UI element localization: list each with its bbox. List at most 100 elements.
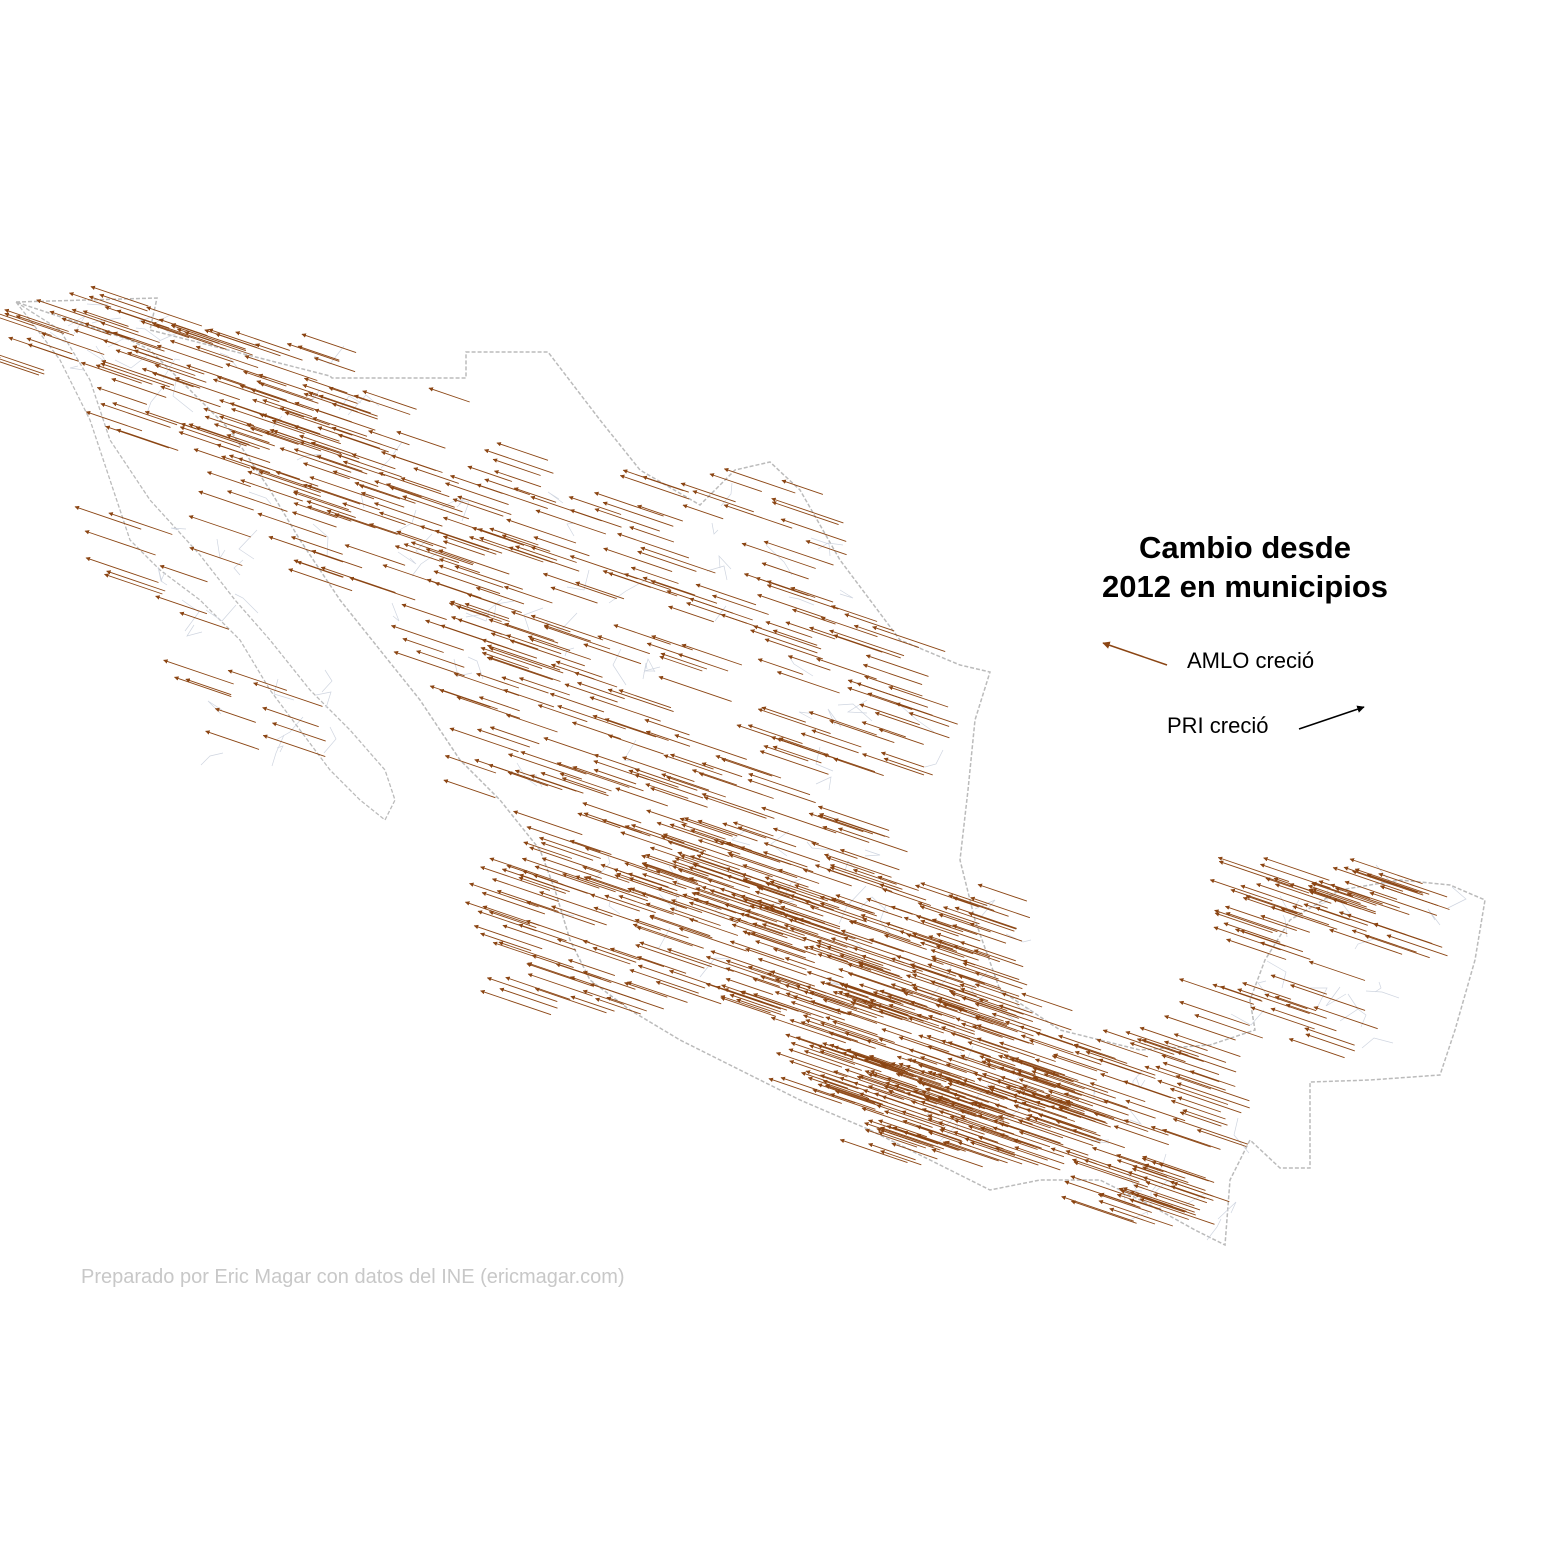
- municipal-arrow: [938, 1110, 994, 1130]
- municipal-arrow: [293, 491, 352, 513]
- municipal-arrow: [895, 702, 958, 725]
- municipal-arrow: [911, 969, 962, 988]
- municipal-arrow: [689, 918, 739, 936]
- municipal-arrow: [840, 929, 904, 953]
- municipal-arrow: [695, 887, 755, 909]
- municipal-boundary: [393, 509, 417, 534]
- municipal-arrow: [958, 974, 1020, 997]
- municipal-arrow: [169, 339, 234, 363]
- municipal-boundary: [924, 749, 944, 768]
- municipal-arrow: [577, 812, 621, 829]
- municipal-arrow: [1021, 992, 1073, 1012]
- municipal-arrow: [867, 1073, 924, 1094]
- municipal-arrow: [429, 685, 498, 710]
- municipal-arrow: [291, 511, 337, 528]
- municipal-boundary: [312, 523, 329, 558]
- municipal-arrow: [438, 558, 480, 574]
- municipal-arrow: [374, 480, 422, 498]
- municipal-arrow: [939, 1128, 999, 1150]
- municipal-arrow: [96, 386, 148, 405]
- municipal-arrow: [630, 823, 685, 844]
- municipal-boundary: [806, 841, 833, 851]
- municipal-boundary: [162, 358, 181, 380]
- municipal-arrow: [940, 1026, 1010, 1051]
- municipal-arrow: [1018, 1119, 1094, 1147]
- municipal-arrow: [1308, 960, 1366, 981]
- municipal-arrow: [1125, 1030, 1199, 1058]
- municipal-arrow: [1226, 938, 1287, 960]
- municipal-arrow: [701, 792, 775, 819]
- municipal-arrow: [872, 991, 943, 1016]
- municipal-arrow: [1214, 912, 1273, 934]
- municipal-arrow: [750, 629, 818, 654]
- municipal-arrow: [805, 539, 847, 556]
- municipal-arrow: [1141, 1038, 1189, 1056]
- municipal-arrow: [529, 637, 591, 660]
- municipal-arrow: [825, 1016, 878, 1036]
- municipal-arrow: [1058, 1034, 1102, 1051]
- municipal-arrow: [715, 754, 782, 779]
- municipal-boundary: [200, 752, 224, 766]
- municipal-arrow: [828, 1031, 876, 1049]
- municipal-arrow: [851, 998, 908, 1019]
- municipal-arrow: [789, 1060, 855, 1084]
- municipal-arrow: [1273, 877, 1332, 899]
- municipal-arrow: [757, 708, 831, 735]
- municipal-arrow: [82, 310, 129, 327]
- municipal-arrow: [1157, 1079, 1229, 1105]
- municipal-arrow: [576, 681, 625, 700]
- municipal-arrow: [499, 987, 558, 1009]
- municipal-arrow: [950, 1032, 1009, 1053]
- municipal-arrow: [634, 768, 698, 791]
- municipal-arrow: [583, 876, 630, 893]
- municipal-arrow: [1136, 1038, 1204, 1063]
- municipal-arrow: [360, 491, 405, 508]
- municipal-arrow: [1000, 1075, 1045, 1092]
- municipal-arrow: [111, 377, 167, 398]
- municipal-arrow: [523, 841, 573, 859]
- municipal-arrow: [185, 678, 232, 696]
- municipal-arrow: [242, 370, 287, 387]
- municipal-arrow: [4, 312, 65, 334]
- municipal-arrow: [649, 915, 713, 939]
- municipal-arrow: [826, 954, 872, 971]
- municipal-arrow: [952, 896, 1009, 917]
- municipal-arrow: [262, 706, 319, 728]
- municipal-arrow: [443, 779, 496, 799]
- municipal-arrow: [763, 744, 809, 762]
- municipal-arrow: [995, 1147, 1061, 1171]
- municipal-arrow: [848, 920, 922, 947]
- municipal-arrow: [924, 1087, 986, 1110]
- municipal-arrow: [226, 490, 288, 512]
- municipal-arrow: [1214, 909, 1278, 933]
- municipal-arrow: [911, 1059, 976, 1082]
- municipal-arrow: [636, 926, 693, 947]
- municipal-boundary: [815, 776, 832, 791]
- municipal-arrow: [864, 1122, 934, 1147]
- municipal-boundary: [1005, 933, 1032, 943]
- municipal-arrow: [480, 932, 532, 952]
- municipal-arrow: [1309, 890, 1362, 910]
- municipal-boundary: [1206, 1218, 1222, 1241]
- municipal-arrow: [763, 540, 834, 566]
- municipal-arrow: [1378, 872, 1448, 898]
- municipal-arrow: [618, 689, 672, 709]
- municipal-arrow: [1070, 1200, 1137, 1224]
- municipal-arrow: [650, 787, 708, 808]
- municipal-arrow: [1029, 1039, 1102, 1065]
- municipal-arrow: [476, 672, 520, 689]
- municipal-boundary: [837, 703, 873, 722]
- municipal-arrow: [216, 375, 287, 401]
- municipal-arrow: [804, 899, 867, 923]
- municipal-arrow: [950, 992, 1017, 1016]
- municipal-boundary: [838, 885, 867, 925]
- municipal-arrow: [595, 997, 641, 1015]
- municipal-arrow: [775, 1051, 848, 1078]
- municipal-arrow: [825, 982, 869, 998]
- municipal-arrow: [1035, 1031, 1102, 1056]
- municipal-arrow: [95, 364, 153, 385]
- municipal-arrow: [881, 1028, 950, 1053]
- municipal-arrow: [1071, 1128, 1125, 1149]
- municipal-arrow: [141, 367, 201, 389]
- municipal-arrow: [879, 989, 928, 1008]
